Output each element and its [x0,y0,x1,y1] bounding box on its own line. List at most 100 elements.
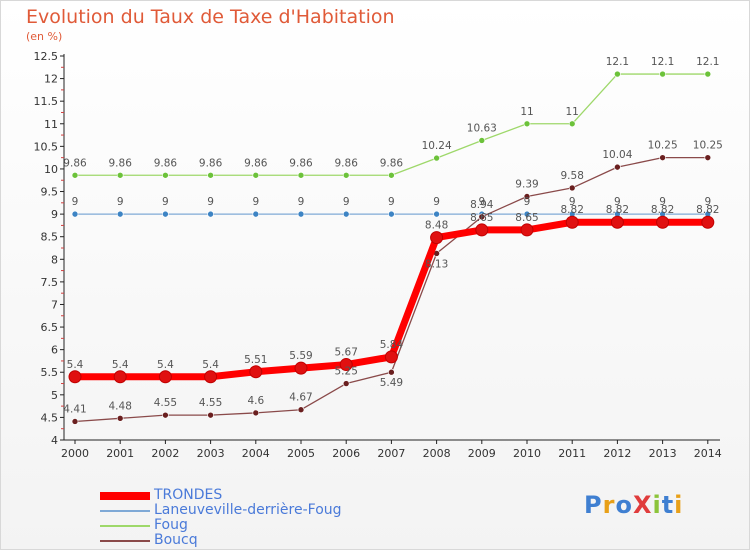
y-tick-label: 8.5 [41,231,59,244]
data-point-boucq [568,184,576,192]
data-label-foug: 11 [566,106,579,118]
x-tick-label: 2010 [513,447,541,460]
data-point-foug [342,171,350,179]
data-point-boucq [388,368,395,376]
data-point-boucq [297,406,305,414]
data-label-trondes: 5.51 [244,354,267,366]
y-tick-label: 6.5 [41,321,59,334]
data-label-trondes: 8.65 [470,212,493,224]
y-tick-label: 8 [51,253,58,266]
data-point-foug [162,171,169,179]
data-label-boucq: 10.04 [602,149,632,161]
legend-swatch-boucq [100,540,150,542]
legend-label-trondes: TRONDES [154,487,223,503]
logo-letter: P [584,491,603,519]
data-point-foug [478,137,486,144]
data-point-boucq [342,380,350,387]
data-label-boucq: 4.67 [289,392,312,404]
data-point-trondes [249,365,263,379]
data-point-trondes [384,350,398,364]
data-label-foug: 9.86 [380,157,404,169]
data-point-trondes [158,370,172,384]
x-tick-label: 2004 [242,447,270,460]
data-point-foug [704,70,712,78]
data-point-boucq [116,415,124,422]
data-label-foug: 9.86 [199,157,223,169]
data-label-boucq: 4.48 [109,400,132,412]
data-point-laneuveville-derri-re-foug [116,210,124,218]
data-label-trondes: 8.82 [561,204,584,216]
y-tick-label: 4 [51,434,58,447]
data-label-foug: 10.24 [422,140,452,152]
data-label-laneuveville-derri-re-foug: 9 [433,196,440,208]
data-label-trondes: 8.48 [425,220,448,232]
data-label-trondes: 8.82 [606,204,629,216]
y-tick-label: 11.5 [34,95,59,108]
data-label-laneuveville-derri-re-foug: 9 [117,196,124,208]
data-point-trondes [294,361,308,375]
x-tick-label: 2006 [332,447,360,460]
data-point-boucq [207,411,214,419]
data-point-boucq [71,418,79,425]
y-tick-label: 5.5 [41,366,59,379]
y-tick-label: 4.5 [41,411,59,424]
logo-letter: i [652,491,662,519]
x-tick-label: 2012 [603,447,631,460]
data-point-boucq [162,411,169,419]
legend-label-foug: Foug [154,517,188,533]
logo-letter: r [602,491,616,519]
y-tick-label: 9 [51,208,58,221]
data-label-foug: 11 [520,106,533,118]
data-label-trondes: 5.59 [289,350,312,362]
data-label-foug: 12.1 [651,56,674,68]
data-label-foug: 9.86 [63,157,87,169]
data-label-laneuveville-derri-re-foug: 9 [524,196,531,208]
x-tick-label: 2007 [377,447,405,460]
data-point-trondes [656,215,670,229]
data-label-laneuveville-derri-re-foug: 9 [343,196,350,208]
data-label-boucq: 4.6 [247,395,264,407]
data-label-laneuveville-derri-re-foug: 9 [162,196,169,208]
logo-letter: X [632,491,653,519]
data-point-laneuveville-derri-re-foug [433,210,440,218]
data-label-laneuveville-derri-re-foug: 9 [298,196,305,208]
logo-letter: i [674,491,684,519]
data-point-trondes [701,215,715,229]
y-tick-label: 10 [44,163,58,176]
y-tick-label: 12.5 [34,50,59,63]
data-point-foug [71,171,79,179]
data-label-foug: 9.86 [289,157,313,169]
data-label-foug: 12.1 [606,56,629,68]
data-point-boucq [252,409,260,417]
data-label-boucq: 8.13 [425,258,448,270]
data-label-laneuveville-derri-re-foug: 9 [72,196,79,208]
data-label-trondes: 5.67 [335,347,358,359]
data-label-laneuveville-derri-re-foug: 9 [478,196,485,208]
x-tick-label: 2014 [694,447,722,460]
data-point-trondes [565,215,579,229]
data-label-boucq: 8.94 [470,199,494,211]
data-label-trondes: 5.4 [157,359,174,371]
y-tick-label: 12 [44,73,58,86]
proxiti-logo: ProXiti [584,491,683,519]
data-point-trondes [113,370,127,384]
data-label-boucq: 4.55 [199,397,222,409]
data-label-boucq: 5.25 [335,366,358,378]
data-point-trondes [339,358,353,372]
data-point-laneuveville-derri-re-foug [162,210,169,218]
data-point-trondes [475,223,489,237]
data-label-foug: 9.86 [109,157,133,169]
data-label-foug: 9.86 [244,157,268,169]
data-label-trondes: 8.82 [696,204,719,216]
chart-title: Evolution du Taux de Taxe d'Habitation [26,6,395,28]
data-label-foug: 12.1 [696,56,719,68]
data-point-foug [659,70,666,78]
data-point-trondes [204,370,218,384]
data-label-foug: 9.86 [335,157,359,169]
data-point-laneuveville-derri-re-foug [342,210,350,218]
data-label-laneuveville-derri-re-foug: 9 [252,196,259,208]
x-tick-label: 2009 [468,447,496,460]
data-label-boucq: 9.58 [561,170,584,182]
x-tick-label: 2008 [423,447,451,460]
data-point-foug [614,70,621,78]
